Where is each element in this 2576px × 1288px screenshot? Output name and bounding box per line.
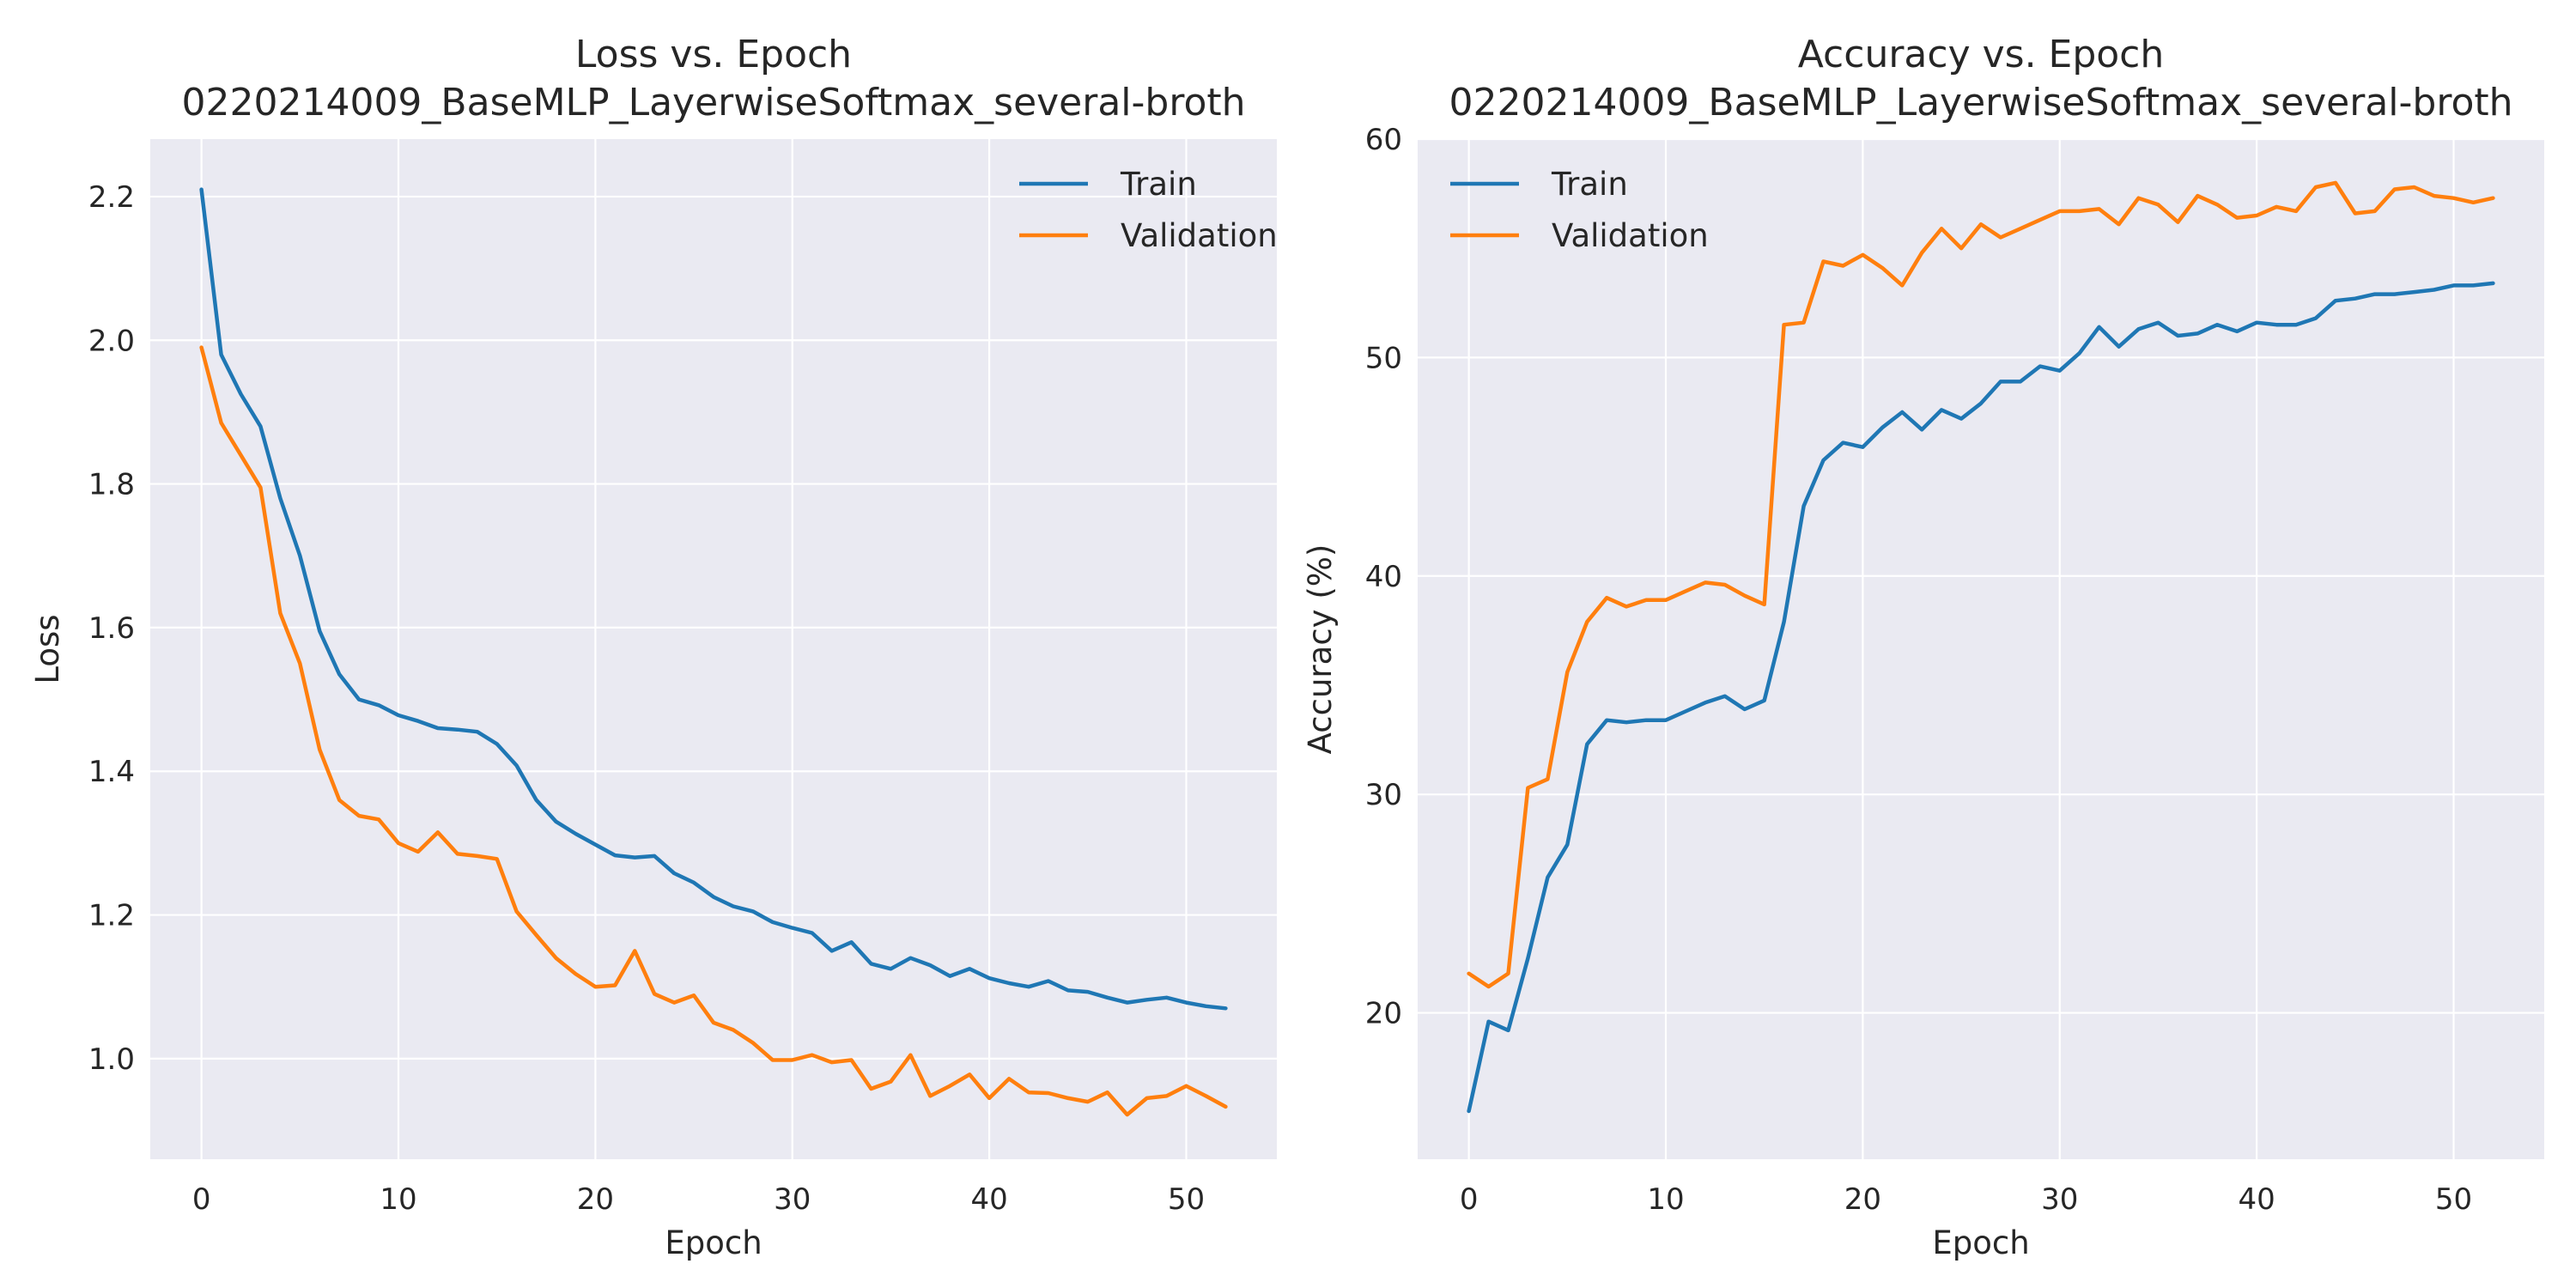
accuracy-x-tick-label: 20	[1844, 1182, 1881, 1217]
accuracy-x-axis-label: Epoch	[1932, 1224, 2029, 1261]
accuracy-chart: 0 10 20 30 40 50 20 30 40 50 60 Accuracy vs. Epoch 0…	[1302, 33, 2544, 1261]
loss-x-tick-label: 30	[774, 1182, 811, 1217]
accuracy-y-tick-label: 40	[1365, 560, 1402, 594]
loss-title-line: 0220214009_BaseMLP_LayerwiseSoftmax_seve…	[181, 81, 1245, 125]
accuracy-x-tick-label: 0	[1460, 1182, 1479, 1217]
loss-legend-label: Train	[1120, 166, 1197, 203]
loss-y-tick-label: 2.2	[88, 180, 135, 215]
accuracy-title-line: 0220214009_BaseMLP_LayerwiseSoftmax_seve…	[1449, 81, 2512, 125]
loss-title-line: Loss vs. Epoch	[575, 33, 852, 76]
accuracy-plot-area	[1418, 139, 2544, 1159]
accuracy-legend-label: Validation	[1552, 217, 1709, 254]
loss-x-tick-label: 50	[1168, 1182, 1205, 1217]
loss-y-tick-label: 1.6	[88, 611, 135, 646]
loss-plot-area	[150, 139, 1277, 1159]
loss-y-tick-label: 1.8	[88, 468, 135, 502]
loss-x-tick-label: 20	[577, 1182, 614, 1217]
accuracy-y-axis-label: Accuracy (%)	[1302, 544, 1339, 755]
loss-y-tick-label: 1.2	[88, 899, 135, 933]
loss-x-tick-label: 10	[380, 1182, 416, 1217]
accuracy-x-tick-label: 50	[2435, 1182, 2472, 1217]
accuracy-y-tick-label: 20	[1365, 997, 1402, 1031]
accuracy-legend-label: Train	[1551, 166, 1628, 203]
loss-series-validation-line	[199, 345, 1228, 1117]
accuracy-y-tick-label: 60	[1365, 123, 1402, 157]
accuracy-x-tick-label: 30	[2041, 1182, 2078, 1217]
accuracy-x-tick-label: 40	[2238, 1182, 2275, 1217]
loss-x-tick-label: 0	[192, 1182, 211, 1217]
loss-y-axis-label: Loss	[29, 614, 66, 683]
accuracy-y-tick-label: 50	[1365, 341, 1402, 375]
accuracy-series-validation-line	[1467, 180, 2495, 989]
loss-y-tick-label: 2.0	[88, 324, 135, 358]
loss-y-tick-label: 1.4	[88, 755, 135, 789]
loss-y-tick-label: 1.0	[88, 1042, 135, 1077]
loss-legend-label: Validation	[1121, 217, 1278, 254]
loss-x-axis-label: Epoch	[665, 1224, 762, 1261]
loss-x-tick-label: 40	[970, 1182, 1007, 1217]
accuracy-y-tick-label: 30	[1365, 778, 1402, 812]
loss-series-train-line	[199, 187, 1228, 1011]
accuracy-title-line: Accuracy vs. Epoch	[1798, 33, 2165, 76]
accuracy-x-tick-label: 10	[1647, 1182, 1684, 1217]
loss-chart: 0 10 20 30 40 50 1.0 1.2 1.4 1.6 1.8 2.0 2.2 Loss vs.…	[29, 33, 1278, 1261]
accuracy-series-train-line	[1467, 281, 2495, 1114]
